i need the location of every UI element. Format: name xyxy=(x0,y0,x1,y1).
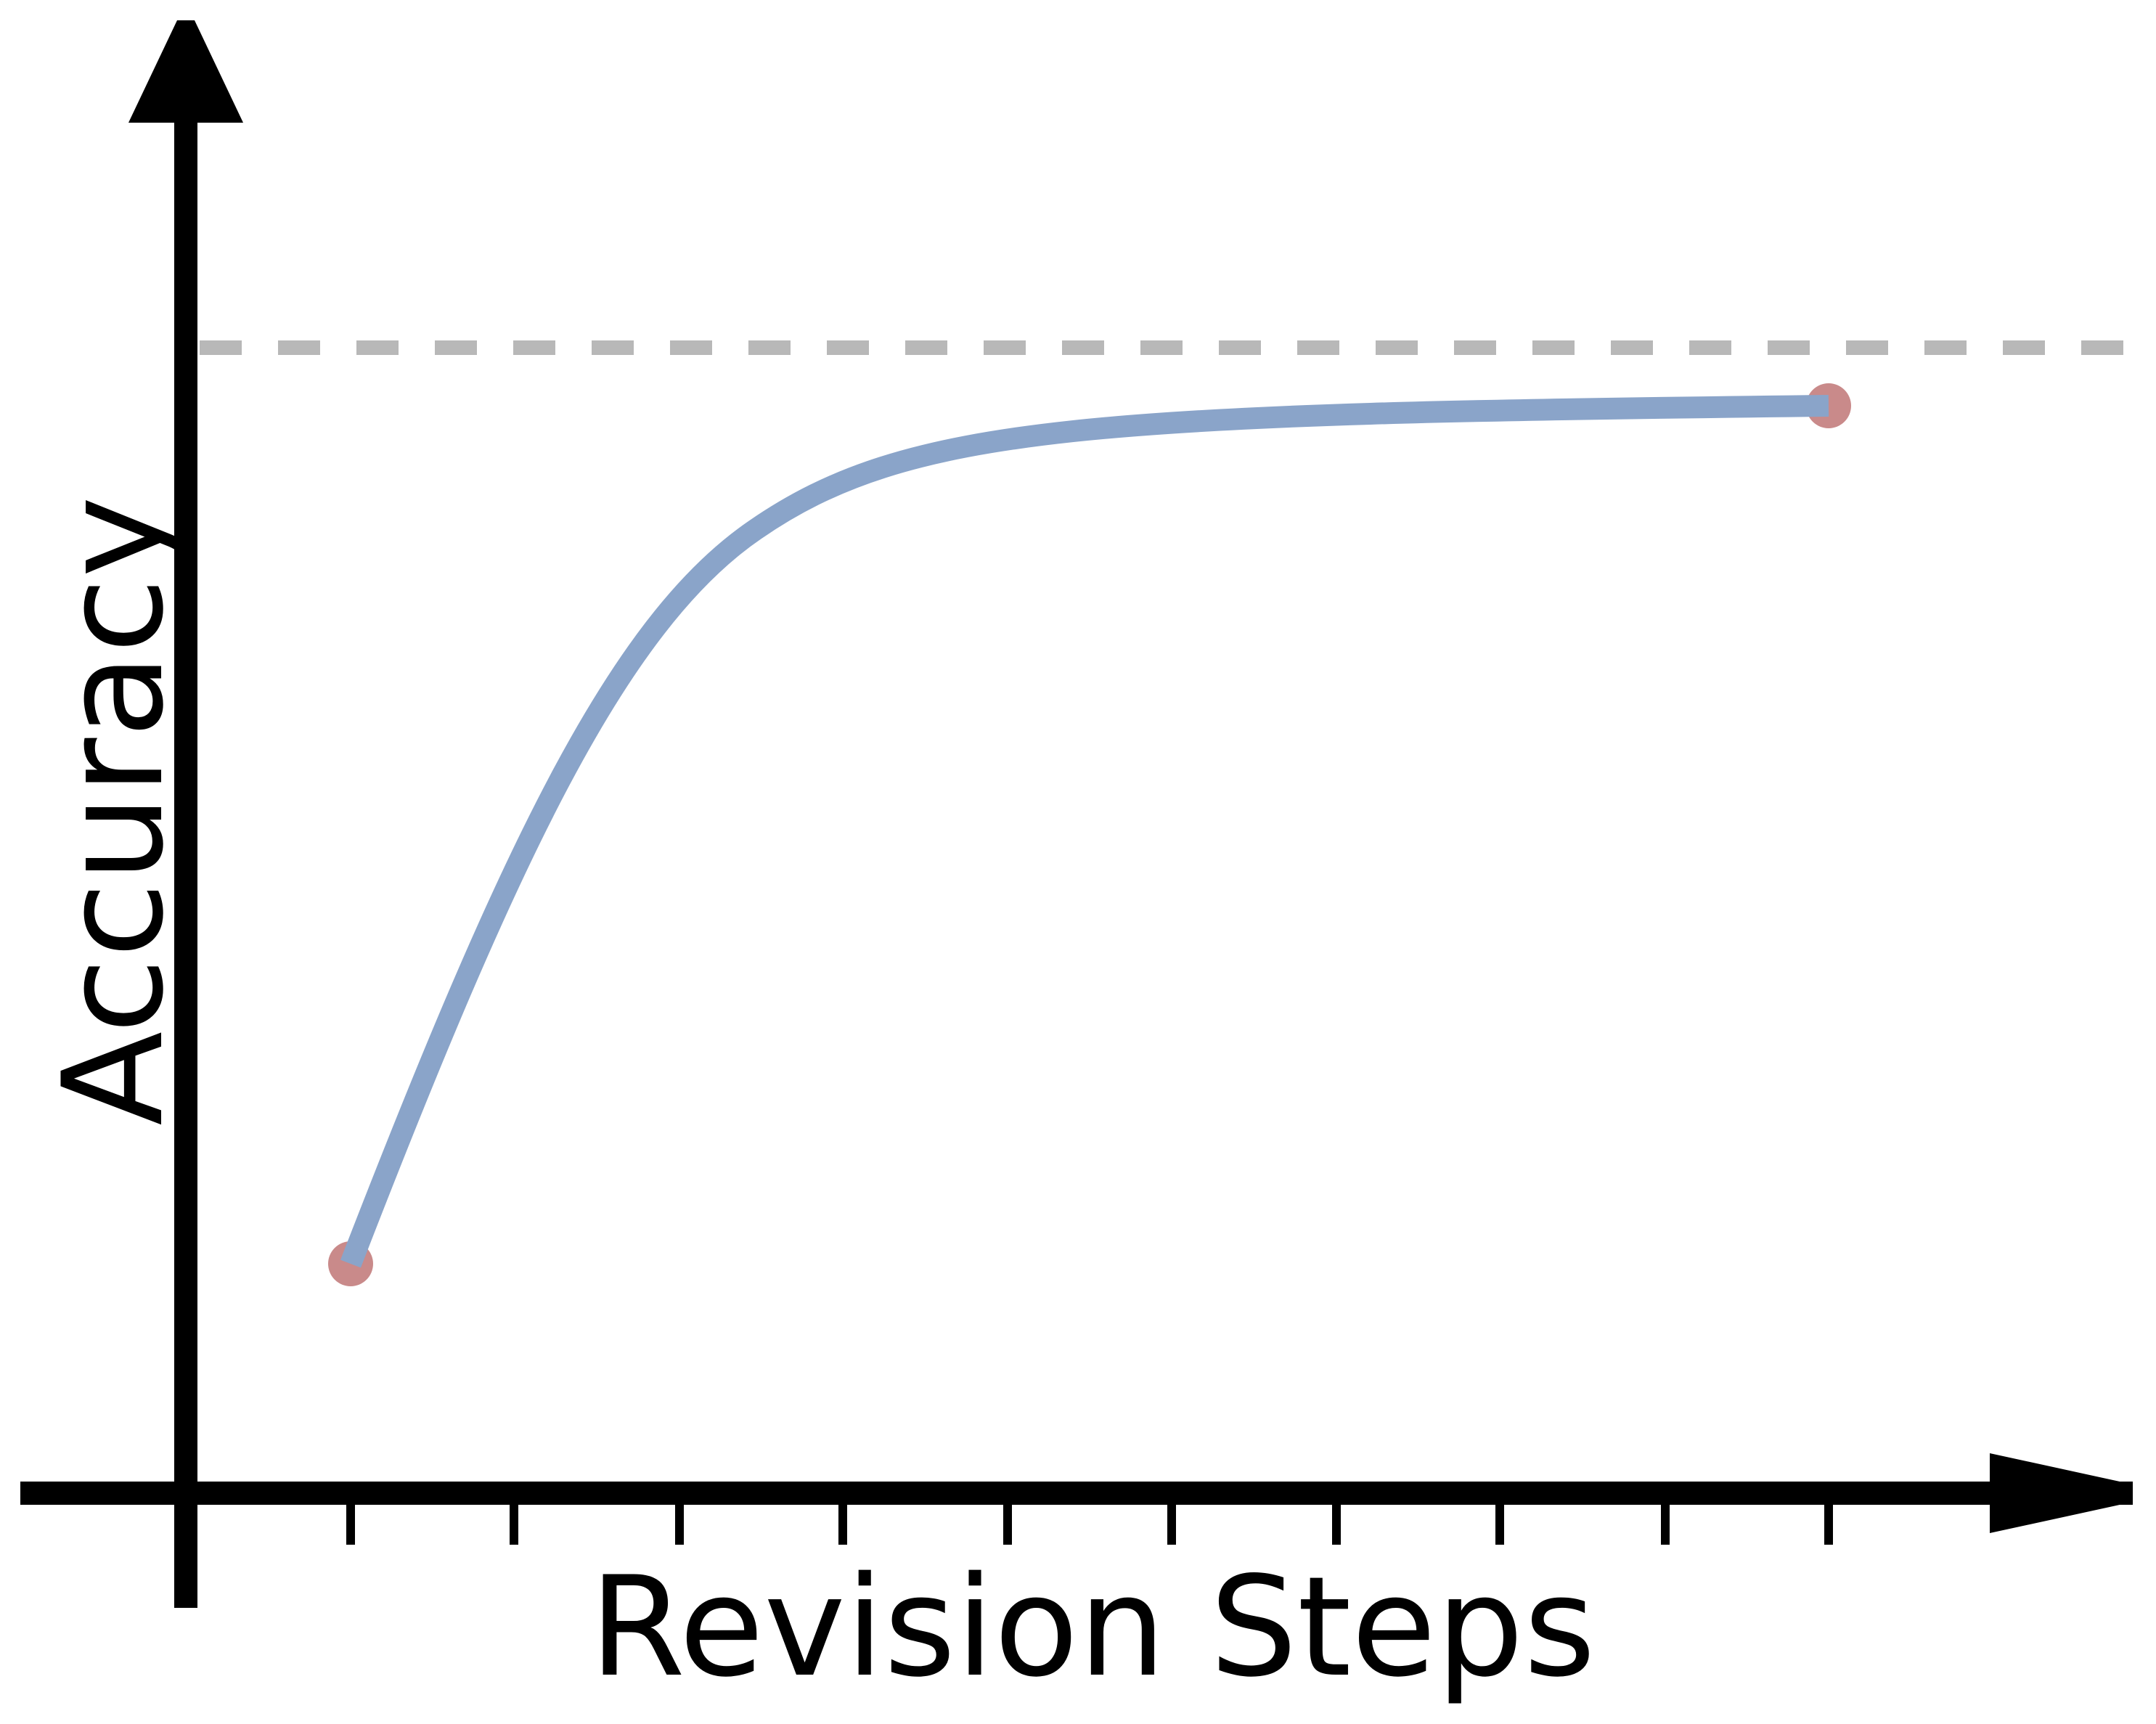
x-tick xyxy=(346,1505,355,1545)
x-axis-arrow-icon xyxy=(1990,1453,2133,1533)
x-axis-ticks xyxy=(346,1505,1833,1545)
x-tick xyxy=(1661,1505,1670,1545)
x-tick xyxy=(838,1505,847,1545)
x-tick xyxy=(1824,1505,1833,1545)
y-axis xyxy=(128,20,243,1608)
accuracy-curve xyxy=(340,395,1829,1268)
x-tick xyxy=(1495,1505,1504,1545)
x-tick xyxy=(1167,1505,1176,1545)
y-axis-arrow-icon xyxy=(128,20,243,123)
x-tick xyxy=(675,1505,684,1545)
y-axis-label: Accuracy xyxy=(33,496,194,1125)
x-tick xyxy=(1003,1505,1012,1545)
x-tick xyxy=(1332,1505,1341,1545)
x-tick xyxy=(510,1505,518,1545)
x-axis-label: Revision Steps xyxy=(589,1547,1596,1707)
x-axis xyxy=(20,1453,2133,1545)
